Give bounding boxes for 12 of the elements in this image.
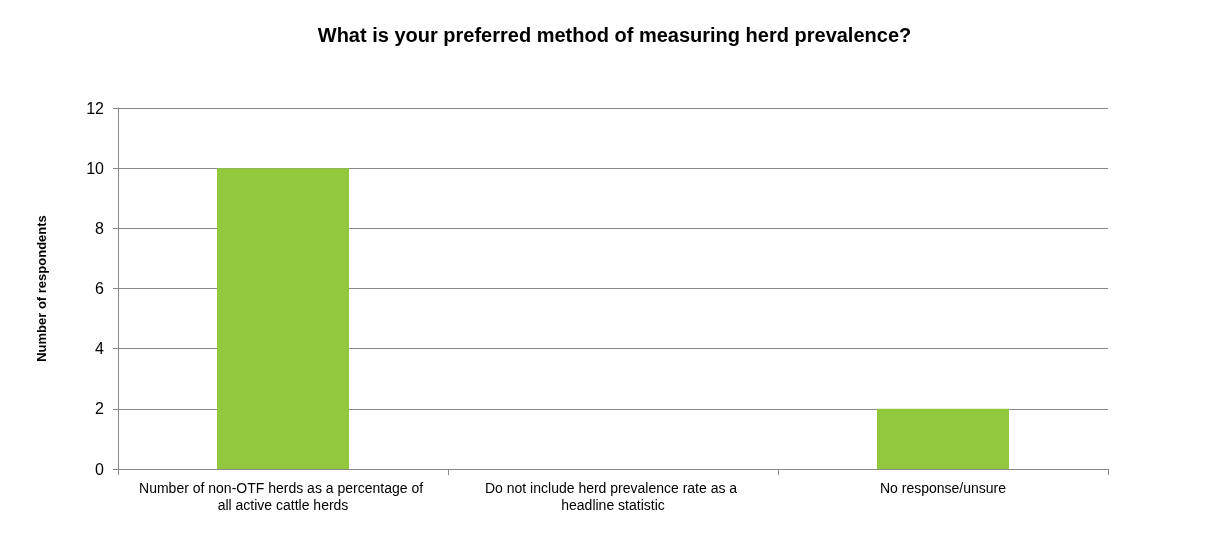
y-tick-label: 12	[86, 99, 105, 117]
y-tick-label: 0	[95, 460, 105, 478]
x-tick-label: No response/unsure	[879, 479, 1007, 496]
y-tick-label: 4	[95, 340, 105, 358]
y-axis-title: Number of respondents	[34, 215, 49, 362]
chart-title: What is your preferred method of measuring herd prevalence?	[317, 24, 912, 46]
x-tick-label: Number of non-OTF herds as a percentage of all active cattle herds	[139, 479, 427, 513]
y-tick-label: 8	[95, 219, 105, 237]
y-tick-label: 6	[95, 280, 105, 297]
y-tick-label: 10	[86, 159, 105, 177]
y-tick-label: 2	[95, 400, 105, 418]
x-tick-label: Do not include herd prevalence rate as a headline statistic	[484, 479, 742, 513]
